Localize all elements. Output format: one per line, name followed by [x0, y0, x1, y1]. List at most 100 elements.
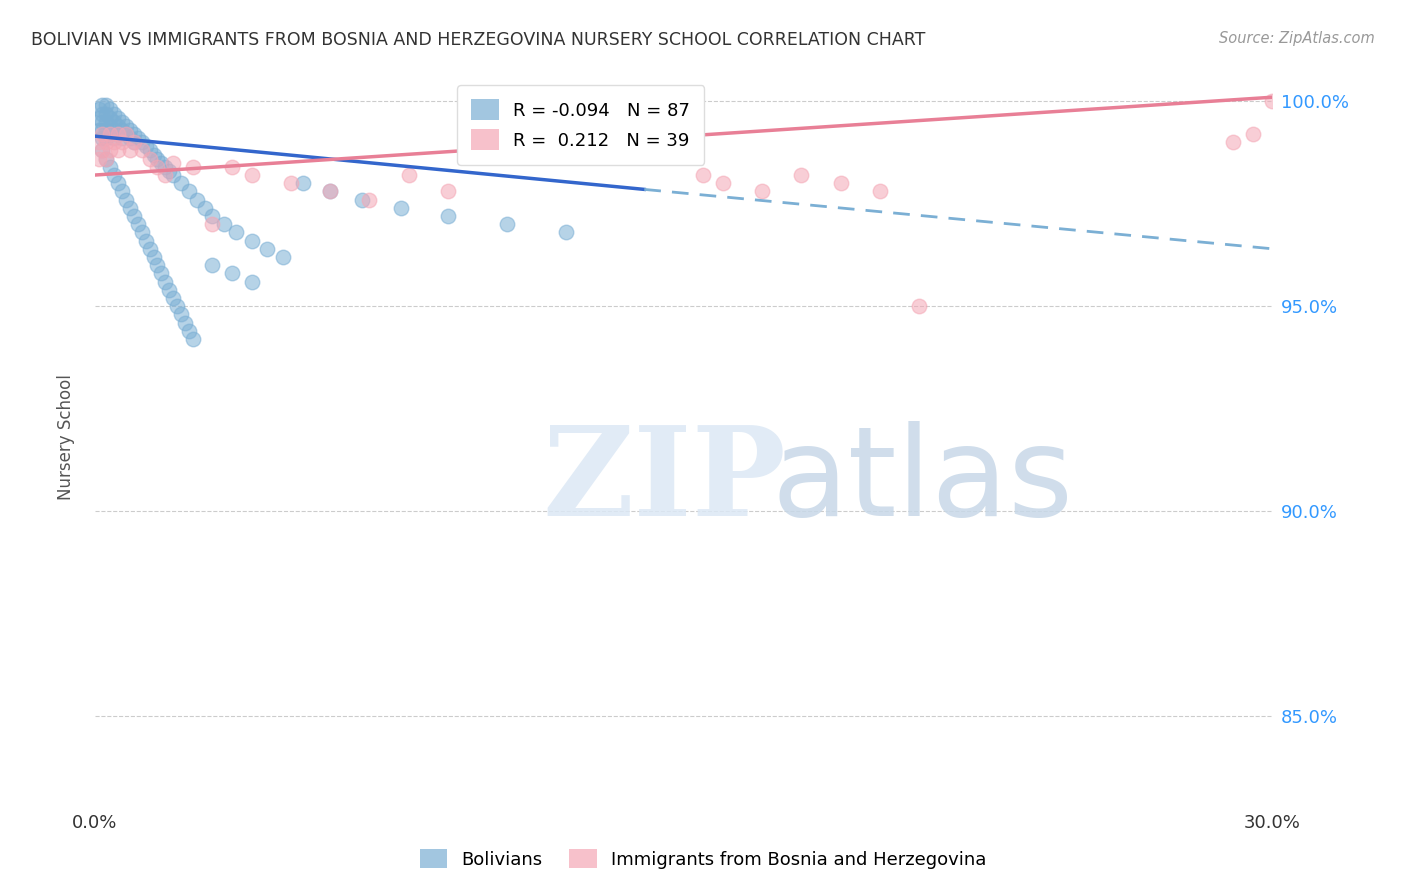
Point: [398, 168, 420, 182]
Point: [181, 332, 204, 346]
Point: [170, 307, 193, 321]
Point: [91, 123, 114, 137]
Point: [157, 164, 180, 178]
Point: [122, 136, 145, 150]
Point: [1241, 127, 1264, 141]
Point: [170, 176, 193, 190]
Point: [107, 111, 129, 125]
Point: [291, 176, 314, 190]
Point: [98, 119, 121, 133]
Point: [103, 131, 125, 145]
Point: [91, 106, 114, 120]
Point: [96, 136, 118, 150]
Point: [98, 144, 121, 158]
Point: [122, 209, 145, 223]
Point: [98, 160, 121, 174]
Point: [103, 136, 125, 150]
Point: [1261, 95, 1284, 109]
Point: [131, 226, 153, 240]
Point: [221, 160, 243, 174]
Point: [118, 144, 141, 158]
Point: [103, 115, 125, 129]
Point: [150, 155, 173, 169]
Point: [240, 275, 263, 289]
Point: [115, 119, 138, 133]
Point: [115, 193, 138, 207]
Point: [389, 201, 412, 215]
Point: [162, 155, 184, 169]
Text: Source: ZipAtlas.com: Source: ZipAtlas.com: [1219, 31, 1375, 46]
Point: [751, 185, 773, 199]
Point: [98, 127, 121, 141]
Point: [350, 193, 373, 207]
Point: [271, 250, 294, 264]
Point: [103, 168, 125, 182]
Point: [359, 193, 381, 207]
Text: ZIP: ZIP: [543, 421, 786, 542]
Point: [212, 217, 235, 231]
Point: [91, 115, 114, 129]
Point: [142, 147, 165, 161]
Point: [319, 185, 342, 199]
Point: [118, 123, 141, 137]
Point: [554, 226, 576, 240]
Point: [138, 242, 160, 256]
Y-axis label: Nursery School: Nursery School: [58, 375, 75, 500]
Point: [127, 131, 149, 145]
Point: [711, 176, 734, 190]
Point: [138, 144, 160, 158]
Point: [96, 152, 118, 166]
Point: [1222, 136, 1244, 150]
Point: [225, 226, 247, 240]
Point: [135, 234, 157, 248]
Point: [107, 176, 129, 190]
Point: [115, 127, 138, 141]
Point: [91, 144, 114, 158]
Point: [162, 168, 184, 182]
Point: [107, 127, 129, 141]
Point: [830, 176, 852, 190]
Point: [96, 115, 118, 129]
Point: [98, 103, 121, 117]
Point: [122, 127, 145, 141]
Point: [240, 234, 263, 248]
Point: [91, 144, 114, 158]
Point: [107, 144, 129, 158]
Point: [193, 201, 215, 215]
Point: [96, 131, 118, 145]
Point: [155, 168, 177, 182]
Point: [869, 185, 891, 199]
Point: [162, 291, 184, 305]
Point: [155, 275, 177, 289]
Point: [96, 98, 118, 112]
Point: [135, 139, 157, 153]
Point: [111, 131, 134, 145]
Point: [111, 136, 134, 150]
Point: [186, 193, 208, 207]
Point: [221, 266, 243, 280]
Point: [150, 266, 173, 280]
Text: atlas: atlas: [772, 421, 1074, 542]
Point: [103, 123, 125, 137]
Point: [122, 136, 145, 150]
Point: [157, 283, 180, 297]
Point: [692, 168, 714, 182]
Point: [146, 258, 169, 272]
Point: [437, 209, 460, 223]
Point: [87, 111, 110, 125]
Text: BOLIVIAN VS IMMIGRANTS FROM BOSNIA AND HERZEGOVINA NURSERY SCHOOL CORRELATION CH: BOLIVIAN VS IMMIGRANTS FROM BOSNIA AND H…: [31, 31, 925, 49]
Point: [280, 176, 302, 190]
Point: [181, 160, 204, 174]
Point: [131, 136, 153, 150]
Point: [256, 242, 278, 256]
Legend: R = -0.094   N = 87, R =  0.212   N = 39: R = -0.094 N = 87, R = 0.212 N = 39: [457, 85, 704, 164]
Point: [131, 144, 153, 158]
Point: [96, 152, 118, 166]
Point: [155, 160, 177, 174]
Point: [115, 127, 138, 141]
Point: [437, 185, 460, 199]
Point: [142, 250, 165, 264]
Point: [98, 111, 121, 125]
Point: [177, 185, 200, 199]
Point: [107, 127, 129, 141]
